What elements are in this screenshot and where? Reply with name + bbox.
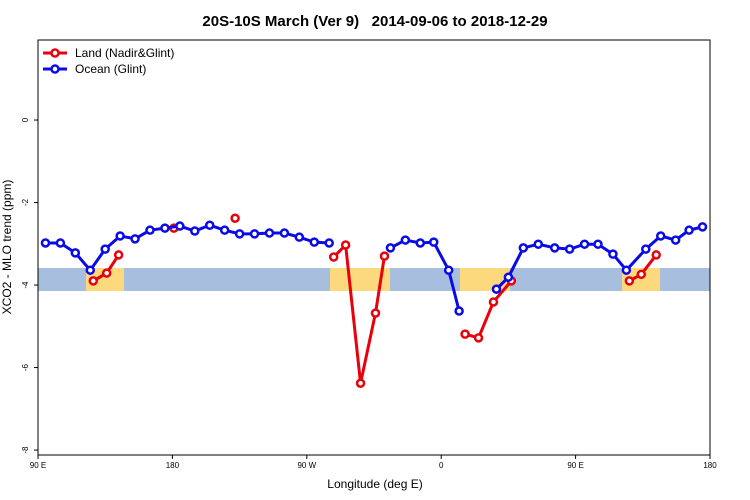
data-point bbox=[443, 265, 454, 275]
data-point bbox=[415, 238, 426, 248]
data-point bbox=[324, 238, 334, 248]
data-point bbox=[579, 239, 590, 249]
data-point bbox=[549, 243, 560, 253]
x-tick-label: 180 bbox=[166, 461, 180, 470]
data-point bbox=[264, 228, 275, 238]
y-tick-label: 0 bbox=[21, 117, 30, 122]
legend-marker bbox=[50, 48, 60, 58]
data-point bbox=[340, 240, 351, 250]
data-point bbox=[309, 237, 320, 247]
y-tick-label: -8 bbox=[21, 446, 30, 454]
land-patch bbox=[460, 268, 510, 291]
data-point bbox=[491, 284, 502, 294]
data-point bbox=[454, 306, 464, 316]
data-point bbox=[175, 221, 185, 231]
data-point bbox=[460, 329, 470, 339]
data-point bbox=[40, 238, 51, 248]
data-point bbox=[621, 265, 632, 275]
x-tick-label: 180 bbox=[703, 461, 717, 470]
data-point bbox=[204, 220, 215, 230]
legend-marker bbox=[50, 64, 60, 74]
data-point bbox=[651, 250, 661, 260]
y-tick-label: -2 bbox=[21, 198, 30, 206]
data-point bbox=[230, 213, 240, 223]
data-point bbox=[55, 238, 66, 248]
data-point bbox=[385, 243, 396, 253]
data-point bbox=[428, 237, 439, 247]
legend-label: Land (Nadir&Glint) bbox=[75, 46, 174, 60]
y-tick-label: -6 bbox=[21, 363, 30, 371]
land-patch bbox=[622, 268, 660, 291]
data-point bbox=[219, 225, 230, 235]
data-point bbox=[564, 244, 575, 254]
x-tick-label: 90 W bbox=[297, 461, 316, 470]
legend-label: Ocean (Glint) bbox=[75, 62, 146, 76]
data-point bbox=[328, 252, 339, 262]
data-point bbox=[85, 265, 96, 275]
x-tick-label: 90 E bbox=[567, 461, 583, 470]
x-tick-label: 90 E bbox=[30, 461, 46, 470]
data-point bbox=[684, 225, 694, 235]
data-point bbox=[608, 249, 618, 259]
data-point bbox=[379, 251, 390, 261]
data-point bbox=[370, 308, 381, 318]
data-point bbox=[624, 276, 635, 286]
data-point bbox=[100, 244, 110, 254]
data-point bbox=[113, 250, 124, 260]
land-mask bbox=[38, 268, 710, 291]
land-patch bbox=[330, 268, 390, 291]
series-line bbox=[464, 279, 513, 340]
data-point bbox=[101, 268, 112, 278]
data-point bbox=[636, 269, 647, 280]
x-tick-label: 0 bbox=[439, 461, 444, 470]
data-point bbox=[190, 226, 200, 236]
data-point bbox=[355, 378, 366, 388]
data-point bbox=[655, 231, 666, 241]
data-point bbox=[130, 234, 140, 244]
data-point bbox=[400, 235, 411, 245]
data-point bbox=[145, 225, 155, 235]
plot-frame bbox=[37, 39, 711, 456]
data-point bbox=[503, 272, 514, 282]
data-point bbox=[115, 231, 125, 241]
data-point bbox=[488, 297, 499, 307]
y-axis-label: XCO2 - MLO trend (ppm) bbox=[0, 180, 14, 315]
data-point bbox=[697, 222, 708, 232]
data-point bbox=[88, 276, 99, 286]
data-point bbox=[294, 232, 305, 242]
data-point bbox=[279, 228, 290, 238]
data-point bbox=[518, 243, 529, 253]
x-axis-label: Longitude (deg E) bbox=[327, 477, 422, 491]
data-point bbox=[70, 248, 81, 258]
data-point bbox=[670, 235, 681, 245]
data-point bbox=[533, 239, 544, 249]
land-patch bbox=[86, 268, 124, 291]
data-point bbox=[160, 223, 170, 233]
y-tick-label: -4 bbox=[21, 281, 30, 289]
data-point bbox=[249, 229, 260, 239]
data-point bbox=[473, 333, 484, 343]
data-point bbox=[593, 239, 603, 249]
data-point bbox=[641, 244, 651, 254]
data-point bbox=[234, 229, 245, 239]
chart-title: 20S-10S March (Ver 9) 2014-09-06 to 2018… bbox=[202, 13, 547, 30]
